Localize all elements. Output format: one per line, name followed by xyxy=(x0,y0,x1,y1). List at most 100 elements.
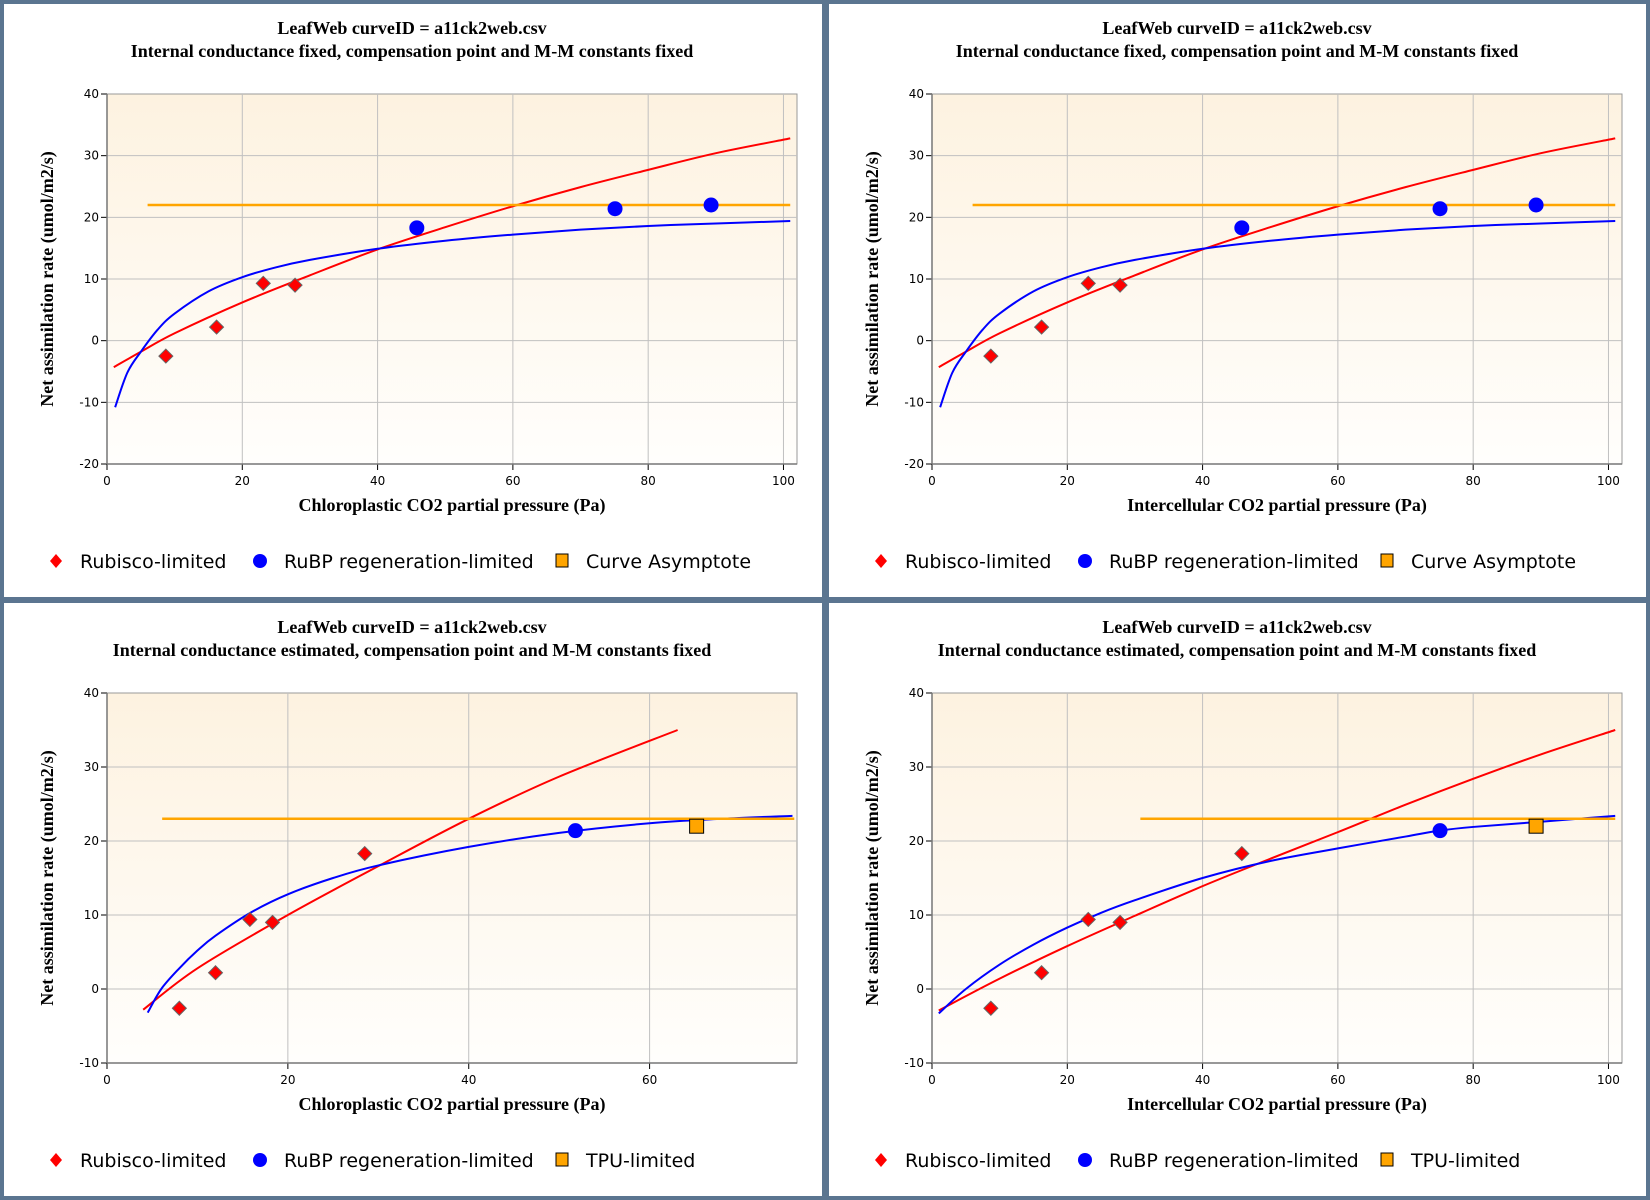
circle-icon xyxy=(253,1153,267,1167)
tpu-point xyxy=(689,818,705,834)
x-tick-label: 40 xyxy=(370,474,385,488)
rubisco-point xyxy=(207,965,224,981)
x-tick-label: 80 xyxy=(1466,1073,1481,1087)
rubisco-fit-line xyxy=(938,729,1616,1012)
rubisco-fit-line xyxy=(938,137,1616,369)
x-tick-label: 100 xyxy=(1597,1073,1620,1087)
y-tick-label: 10 xyxy=(84,908,99,922)
y-tick-label: 10 xyxy=(909,272,924,286)
x-tick-label: 20 xyxy=(235,474,250,488)
x-tick-label: 60 xyxy=(505,474,520,488)
y-tick-label: -20 xyxy=(904,457,924,471)
legend-label: RuBP regeneration-limited xyxy=(284,551,534,573)
y-tick-label: 10 xyxy=(84,272,99,286)
legend-label: Curve Asymptote xyxy=(1411,551,1576,573)
rubp-point xyxy=(567,823,583,839)
x-tick-label: 60 xyxy=(1330,1073,1345,1087)
x-tick-label: 0 xyxy=(928,474,936,488)
plot-area xyxy=(106,692,798,1064)
legend-item: Curve Asymptote xyxy=(1380,551,1576,573)
chart-subtitle: Internal conductance estimated, compensa… xyxy=(113,640,712,660)
chart-top-left: LeafWeb curveID = a11ck2web.csv Internal … xyxy=(37,18,798,573)
x-tick-label: 0 xyxy=(928,1073,936,1087)
y-tick-label: 20 xyxy=(84,210,99,224)
rubp-point xyxy=(409,220,425,236)
y-axis-label: Net assimilation rate (umol/m2/s) xyxy=(862,151,883,406)
x-axis-label: Intercellular CO2 partial pressure (Pa) xyxy=(1127,1094,1427,1115)
legend-label: RuBP regeneration-limited xyxy=(1109,1150,1359,1172)
diamond-icon xyxy=(875,1153,887,1167)
y-tick-label: -10 xyxy=(904,395,924,409)
y-tick-label: 40 xyxy=(909,686,924,700)
rubisco-point xyxy=(242,911,258,928)
legend-item: Rubisco-limited xyxy=(50,551,226,573)
chart-title: LeafWeb curveID = a11ck2web.csv xyxy=(277,617,546,637)
chart-title: LeafWeb curveID = a11ck2web.csv xyxy=(1102,18,1371,38)
chart-title: LeafWeb curveID = a11ck2web.csv xyxy=(277,18,546,38)
legend-label: Rubisco-limited xyxy=(905,1150,1051,1172)
circle-icon xyxy=(253,554,267,568)
rubisco-point xyxy=(983,348,999,364)
y-tick-label: 0 xyxy=(91,982,99,996)
y-tick-label: 30 xyxy=(84,760,99,774)
x-tick-label: 60 xyxy=(1330,474,1345,488)
legend-item: RuBP regeneration-limited xyxy=(253,1150,534,1172)
y-tick-label: -10 xyxy=(79,1056,99,1070)
chart-panel-top-left: LeafWeb curveID = a11ck2web.csv Internal … xyxy=(4,4,822,597)
y-tick-label: -20 xyxy=(79,457,99,471)
y-tick-label: 0 xyxy=(916,334,924,348)
rubp-fit-line xyxy=(114,220,791,408)
rubisco-point xyxy=(171,1000,188,1016)
diamond-icon xyxy=(875,554,887,568)
x-axis-label: Intercellular CO2 partial pressure (Pa) xyxy=(1127,495,1427,516)
chart-panel-bottom-left: LeafWeb curveID = a11ck2web.csv Internal … xyxy=(4,603,822,1196)
x-axis-label: Chloroplastic CO2 partial pressure (Pa) xyxy=(299,495,606,516)
chart-bottom-left: LeafWeb curveID = a11ck2web.csv Internal … xyxy=(37,617,798,1172)
y-tick-label: 40 xyxy=(84,686,99,700)
chart-subtitle: Internal conductance fixed, compensation… xyxy=(956,41,1519,61)
rubp-fit-line xyxy=(938,814,1616,1015)
x-tick-label: 40 xyxy=(461,1073,476,1087)
legend-label: RuBP regeneration-limited xyxy=(1109,551,1359,573)
circle-icon xyxy=(1078,554,1092,568)
circle-icon xyxy=(1078,1153,1092,1167)
rubp-point xyxy=(1432,823,1448,839)
rubisco-point xyxy=(287,277,303,293)
rubp-point xyxy=(1234,220,1250,236)
y-tick-label: 30 xyxy=(84,149,99,163)
y-tick-label: -10 xyxy=(904,1056,924,1070)
legend-item: Rubisco-limited xyxy=(875,1150,1051,1172)
chart-bottom-right: LeafWeb curveID = a11ck2web.csv Internal … xyxy=(862,617,1623,1172)
x-tick-label: 100 xyxy=(772,474,795,488)
y-tick-label: 30 xyxy=(909,760,924,774)
rubisco-point xyxy=(1112,277,1128,293)
x-axis-label: Chloroplastic CO2 partial pressure (Pa) xyxy=(299,1094,606,1115)
x-tick-label: 40 xyxy=(1195,474,1210,488)
chart-top-right: LeafWeb curveID = a11ck2web.csv Internal … xyxy=(862,18,1623,573)
rubisco-point xyxy=(208,319,225,335)
x-tick-label: 80 xyxy=(641,474,656,488)
chart-subtitle: Internal conductance estimated, compensa… xyxy=(938,640,1537,660)
x-tick-label: 60 xyxy=(642,1073,657,1087)
rubisco-point xyxy=(1033,965,1050,981)
legend-item: TPU-limited xyxy=(555,1150,695,1172)
y-axis-label: Net assimilation rate (umol/m2/s) xyxy=(862,750,883,1005)
x-tick-label: 80 xyxy=(1466,474,1481,488)
y-tick-label: 40 xyxy=(84,87,99,101)
rubp-point xyxy=(703,197,719,213)
legend-label: Rubisco-limited xyxy=(905,551,1051,573)
square-icon xyxy=(1380,553,1394,568)
square-icon xyxy=(555,553,569,568)
legend-label: RuBP regeneration-limited xyxy=(284,1150,534,1172)
legend-label: Curve Asymptote xyxy=(586,551,751,573)
legend-item: RuBP regeneration-limited xyxy=(1078,551,1359,573)
y-axis-label: Net assimilation rate (umol/m2/s) xyxy=(37,750,58,1005)
rubisco-fit-line xyxy=(113,137,791,369)
rubisco-point xyxy=(357,845,373,862)
chart-panel-bottom-right: LeafWeb curveID = a11ck2web.csv Internal … xyxy=(829,603,1646,1196)
x-tick-label: 40 xyxy=(1195,1073,1210,1087)
diamond-icon xyxy=(50,554,62,568)
legend-item: TPU-limited xyxy=(1380,1150,1520,1172)
x-tick-label: 20 xyxy=(280,1073,295,1087)
square-icon xyxy=(555,1152,569,1167)
